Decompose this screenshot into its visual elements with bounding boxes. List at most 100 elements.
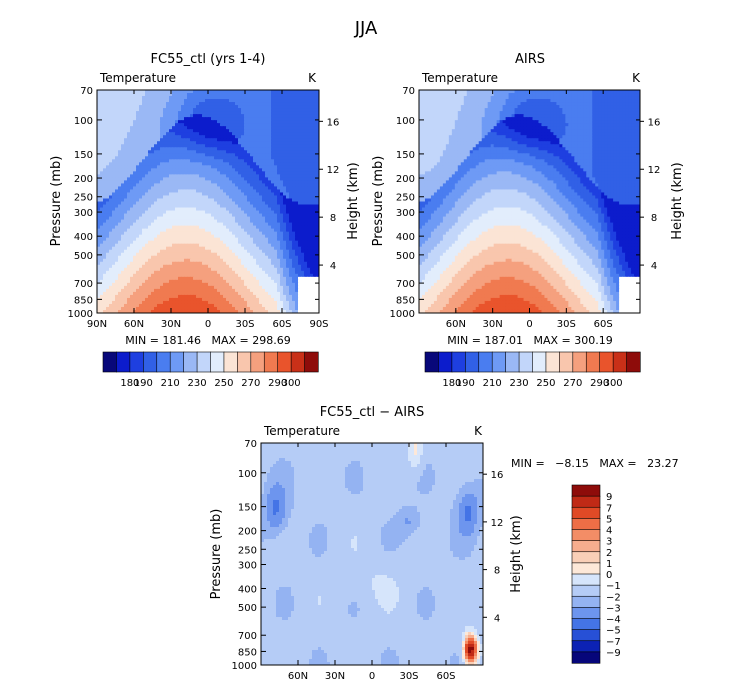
field-cell: [286, 147, 290, 151]
field-cell: [235, 105, 239, 109]
field-cell: [301, 177, 305, 181]
field-cell: [145, 258, 149, 263]
field-cell: [205, 135, 209, 139]
field-cell: [160, 225, 164, 230]
field-cell: [295, 141, 299, 145]
field-cell: [244, 147, 248, 151]
field-cell: [301, 258, 305, 263]
field-cell: [181, 240, 185, 245]
field-cell: [229, 288, 233, 293]
field-cell: [118, 219, 122, 224]
field-cell: [160, 240, 164, 245]
field-cell: [100, 270, 104, 275]
field-cell: [277, 117, 281, 121]
field-cell: [112, 177, 116, 181]
field-cell: [133, 195, 137, 200]
field-cell: [148, 171, 152, 175]
field-cell: [124, 291, 128, 296]
field-cell: [133, 93, 137, 97]
field-cell: [247, 183, 251, 188]
field-cell: [316, 129, 319, 133]
field-cell: [259, 174, 263, 178]
field-cell: [295, 186, 299, 191]
field-cell: [181, 249, 185, 254]
field-cell: [232, 93, 236, 97]
field-cell: [190, 285, 194, 290]
field-cell: [169, 240, 173, 245]
field-cell: [241, 141, 245, 145]
field-cell: [115, 213, 119, 218]
field-cell: [118, 102, 122, 106]
field-cell: [184, 288, 188, 293]
field-cell: [244, 96, 248, 100]
field-cell: [202, 171, 206, 175]
field-cell: [262, 99, 266, 103]
field-cell: [262, 255, 266, 260]
field-cell: [103, 159, 107, 163]
field-cell: [223, 186, 227, 191]
field-cell: [265, 147, 269, 151]
field-cell: [292, 249, 296, 254]
field-cell: [187, 273, 191, 278]
field-cell: [256, 123, 260, 127]
field-cell: [100, 258, 104, 263]
field-cell: [298, 183, 302, 188]
field-cell: [241, 177, 245, 181]
field-cell: [157, 210, 161, 215]
field-cell: [220, 108, 224, 112]
field-cell: [316, 153, 319, 157]
field-cell: [175, 207, 179, 212]
field-cell: [127, 120, 131, 124]
field-cell: [307, 114, 311, 118]
field-cell: [295, 111, 299, 115]
field-cell: [106, 273, 110, 278]
field-cell: [181, 270, 185, 275]
field-cell: [283, 246, 287, 251]
field-cell: [190, 204, 194, 209]
field-cell: [181, 225, 185, 230]
field-cell: [112, 246, 116, 251]
field-cell: [154, 285, 158, 290]
field-cell: [238, 177, 242, 181]
field-cell: [271, 240, 275, 245]
field-cell: [148, 243, 152, 248]
field-cell: [160, 153, 164, 157]
field-cell: [139, 234, 143, 239]
field-cell: [187, 141, 191, 145]
field-cell: [301, 285, 305, 290]
field-cell: [175, 120, 179, 124]
field-cell: [166, 156, 170, 160]
field-cell: [256, 273, 260, 278]
field-cell: [229, 249, 233, 254]
field-cell: [127, 195, 131, 200]
field-cell: [208, 153, 212, 157]
field-cell: [187, 99, 191, 103]
field-cell: [160, 228, 164, 233]
field-cell: [283, 195, 287, 200]
field-cell: [274, 234, 278, 239]
field-cell: [154, 282, 158, 287]
field-cell: [208, 93, 212, 97]
field-cell: [133, 177, 137, 181]
field-cell: [100, 249, 104, 254]
field-cell: [262, 171, 266, 175]
field-cell: [196, 237, 200, 242]
field-cell: [100, 147, 104, 151]
field-cell: [121, 255, 125, 260]
field-cell: [217, 216, 221, 221]
field-cell: [295, 171, 299, 175]
field-cell: [214, 213, 218, 218]
field-cell: [166, 270, 170, 275]
field-cell: [145, 276, 149, 281]
field-cell: [184, 267, 188, 272]
field-cell: [115, 267, 119, 272]
field-cell: [157, 222, 161, 227]
field-cell: [232, 180, 236, 185]
field-cell: [97, 156, 101, 160]
field-cell: [244, 153, 248, 157]
field-cell: [184, 96, 188, 100]
field-cell: [223, 276, 227, 281]
field-cell: [241, 231, 245, 236]
field-cell: [145, 150, 149, 154]
field-cell: [157, 282, 161, 287]
